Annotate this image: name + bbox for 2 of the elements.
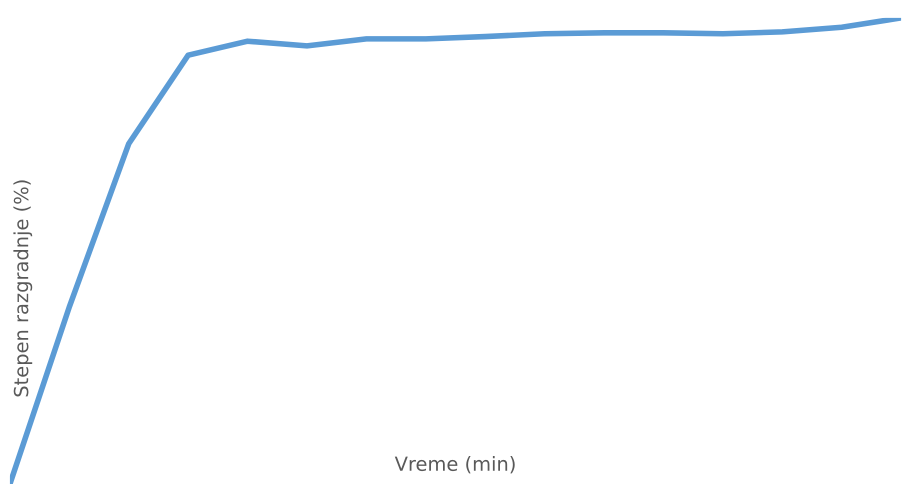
x-axis-title: Vreme (min) bbox=[394, 456, 515, 474]
y-axis-title: Stepen razgradnje (%) bbox=[13, 180, 32, 396]
